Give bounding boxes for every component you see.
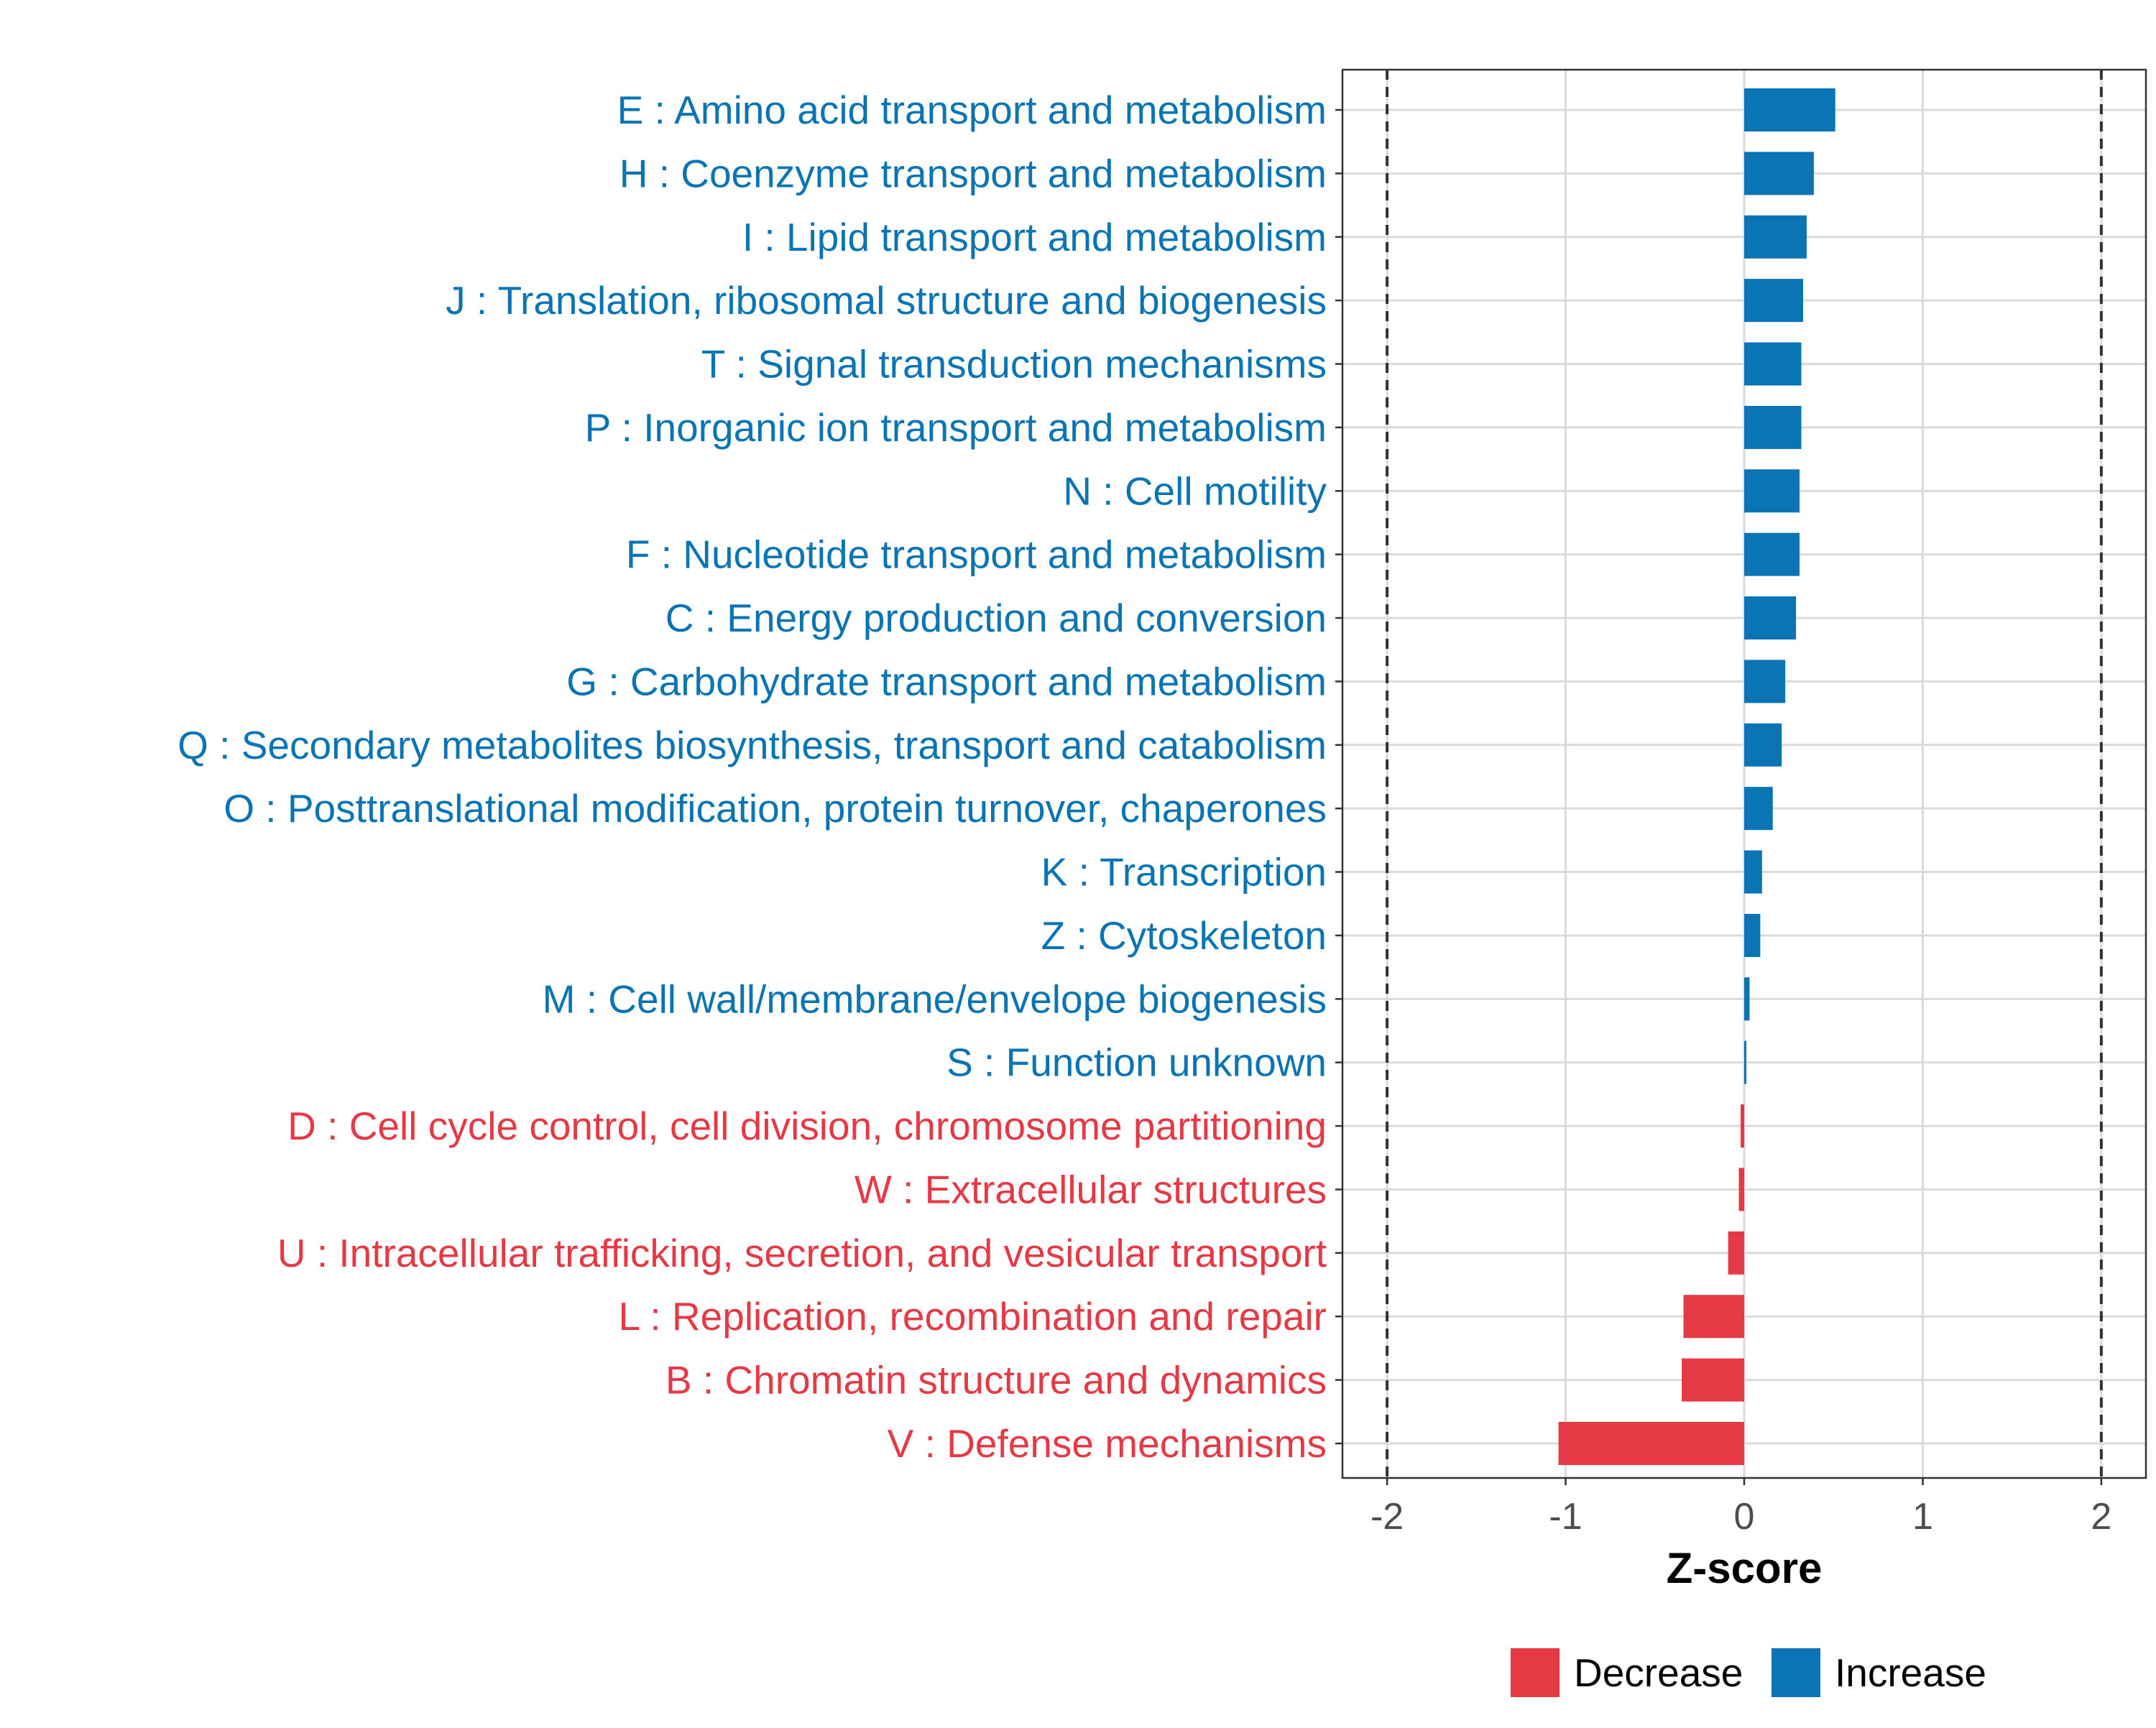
category-label: C : Energy production and conversion [665, 596, 1327, 640]
category-label: V : Defense mechanisms [888, 1421, 1327, 1466]
bar [1744, 1040, 1746, 1084]
legend-swatch [1772, 1648, 1820, 1697]
x-tick-label: 2 [2091, 1496, 2111, 1538]
category-label: D : Cell cycle control, cell division, c… [287, 1104, 1327, 1148]
category-label: G : Carbohydrate transport and metabolis… [566, 659, 1327, 703]
bar [1744, 913, 1761, 957]
category-label: J : Translation, ribosomal structure and… [446, 278, 1327, 323]
category-label: Z : Cytoskeleton [1041, 913, 1327, 958]
category-label: E : Amino acid transport and metabolism [617, 88, 1327, 132]
x-axis-title: Z-score [1667, 1544, 1823, 1592]
bar [1744, 215, 1807, 259]
bars [1558, 88, 1835, 1465]
category-labels: E : Amino acid transport and metabolism H… [178, 88, 1342, 1466]
legend-swatch [1511, 1648, 1560, 1697]
bar [1683, 1295, 1744, 1339]
category-label: K : Transcription [1041, 850, 1327, 895]
bar [1744, 88, 1835, 131]
x-tick-label: -2 [1370, 1496, 1404, 1538]
bar [1744, 342, 1802, 386]
bar [1744, 723, 1782, 767]
bar [1682, 1358, 1744, 1402]
bar [1744, 405, 1802, 449]
bar [1744, 469, 1800, 513]
x-tick-label: -1 [1549, 1496, 1582, 1538]
legend: Decrease Increase [1511, 1648, 1986, 1697]
category-label: W : Extracellular structures [854, 1167, 1327, 1211]
bar [1744, 977, 1750, 1021]
category-label: F : Nucleotide transport and metabolism [626, 532, 1327, 577]
x-axis-ticks: -2 -1 0 1 2 [1370, 1478, 2111, 1538]
bar [1738, 1168, 1744, 1211]
bar [1744, 596, 1797, 640]
category-label: S : Function unknown [946, 1040, 1327, 1085]
bar [1744, 660, 1786, 703]
legend-label: Increase [1835, 1650, 1986, 1695]
category-label: U : Intracellular trafficking, secretion… [277, 1231, 1327, 1275]
reference-lines [1386, 70, 2103, 1478]
category-label: M : Cell wall/membrane/envelope biogenes… [543, 976, 1327, 1021]
category-label: H : Coenzyme transport and metabolism [619, 151, 1327, 195]
bar [1744, 279, 1803, 323]
category-label: Q : Secondary metabolites biosynthesis, … [178, 723, 1327, 767]
bar [1744, 152, 1814, 195]
legend-label: Decrease [1574, 1650, 1743, 1695]
bar [1741, 1104, 1744, 1148]
category-label: B : Chromatin structure and dynamics [665, 1358, 1327, 1403]
bar [1744, 850, 1762, 894]
category-label: N : Cell motility [1063, 468, 1327, 513]
x-tick-label: 0 [1734, 1496, 1755, 1538]
category-label: O : Posttranslational modification, prot… [224, 786, 1327, 831]
category-label: L : Replication, recombination and repai… [619, 1294, 1327, 1339]
bar [1744, 787, 1773, 831]
bar [1744, 532, 1800, 576]
bar [1728, 1231, 1744, 1275]
bar [1558, 1421, 1744, 1465]
category-label: I : Lipid transport and metabolism [742, 215, 1327, 259]
category-label: T : Signal transduction mechanisms [701, 342, 1327, 387]
x-tick-label: 1 [1912, 1496, 1933, 1538]
category-label: P : Inorganic ion transport and metaboli… [585, 405, 1327, 450]
